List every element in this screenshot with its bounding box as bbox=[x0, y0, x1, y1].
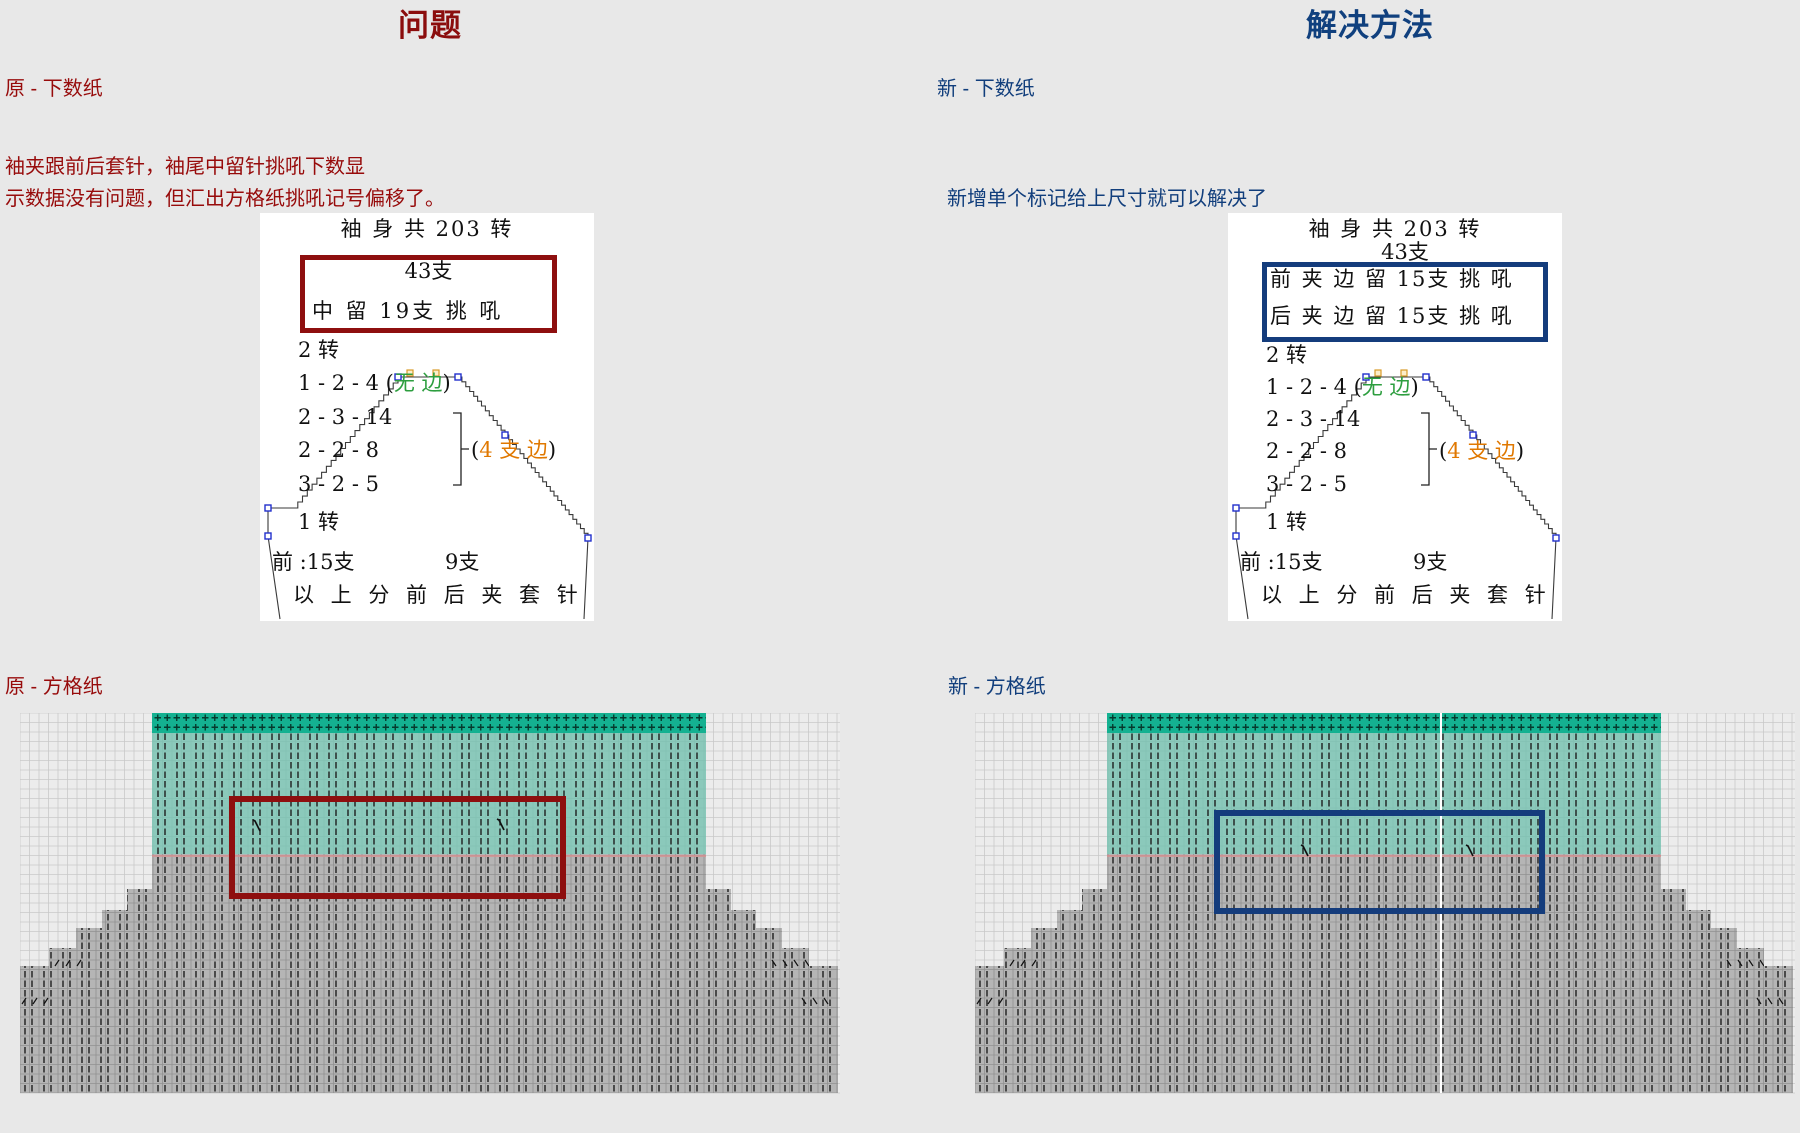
paper-row: 1 转 bbox=[1266, 510, 1308, 534]
paper-box-line: 后 夹 边 留 15支 挑 吼 bbox=[1270, 304, 1514, 328]
paper-row: 2 - 2 - 8 bbox=[1266, 439, 1347, 463]
front-stitches-2: 9支 bbox=[1413, 550, 1448, 574]
paper-row: 3 - 2 - 5 bbox=[1266, 472, 1347, 496]
front-stitches: 前 :15支 bbox=[1240, 550, 1323, 574]
old-grid-chart bbox=[20, 713, 840, 1094]
paper-count: 43支 bbox=[404, 259, 453, 283]
paper-row: 3 - 2 - 5 bbox=[298, 472, 379, 496]
no-edge-label: 无 边 bbox=[1361, 375, 1411, 399]
paper-count: 43支 bbox=[1381, 240, 1429, 264]
paper-header: 袖 身 共 203 转 bbox=[340, 217, 514, 241]
highlight-box-navy bbox=[1262, 262, 1548, 342]
new-knitting-paper-panel: 袖 身 共 203 转 43支 前 夹 边 留 15支 挑 吼 后 夹 边 留 … bbox=[1228, 213, 1562, 621]
paper-footer: 以 上 分 前 后 夹 套 针 bbox=[293, 583, 583, 607]
label-new-paper: 新 - 下数纸 bbox=[937, 78, 1035, 100]
paper-box-line: 前 夹 边 留 15支 挑 吼 bbox=[1270, 267, 1514, 291]
paper-row: 1 - 2 - 4 (无 边) bbox=[298, 371, 451, 395]
paper-header: 袖 身 共 203 转 bbox=[1308, 217, 1482, 241]
sleeve-outline-graphic bbox=[264, 369, 592, 620]
front-stitches: 前 :15支 bbox=[272, 550, 355, 574]
label-old-paper: 原 - 下数纸 bbox=[5, 78, 103, 100]
front-stitches-2: 9支 bbox=[445, 550, 480, 574]
no-edge-label: 无 边 bbox=[393, 371, 443, 395]
paper-row: 2 - 3 - 14 bbox=[298, 405, 393, 429]
edge-count-label: (4 支 边) bbox=[1439, 439, 1525, 463]
solution-desc-line1: 新增单个标记给上尺寸就可以解决了 bbox=[947, 188, 1267, 210]
paper-footer: 以 上 分 前 后 夹 套 针 bbox=[1261, 583, 1551, 607]
paper-row: 2 - 2 - 8 bbox=[298, 438, 379, 462]
problem-title: 问题 bbox=[398, 8, 462, 43]
highlight-box-red bbox=[300, 255, 557, 333]
new-grid-chart bbox=[975, 713, 1795, 1094]
problem-desc-line1: 袖夹跟前后套针，袖尾中留针挑吼下数显 bbox=[5, 156, 365, 178]
old-knitting-paper-panel: 袖 身 共 203 转 43支 中 留 19支 挑 吼 2 转 1 - 2 - … bbox=[260, 213, 594, 621]
paper-row: 1 - 2 - 4 (无 边) bbox=[1266, 375, 1419, 399]
paper-row: 2 转 bbox=[1266, 343, 1308, 367]
paper-row: 2 转 bbox=[298, 338, 340, 362]
label-new-grid: 新 - 方格纸 bbox=[948, 676, 1046, 698]
paper-row: 2 - 3 - 14 bbox=[1266, 407, 1361, 431]
solution-title: 解决方法 bbox=[1306, 8, 1434, 43]
sleeve-outline-graphic bbox=[1232, 369, 1560, 620]
edge-count-label: (4 支 边) bbox=[471, 438, 557, 462]
label-old-grid: 原 - 方格纸 bbox=[5, 676, 103, 698]
problem-desc-line2: 示数据没有问题，但汇出方格纸挑吼记号偏移了。 bbox=[5, 188, 445, 210]
paper-box-line: 中 留 19支 挑 吼 bbox=[312, 299, 504, 323]
paper-row: 1 转 bbox=[298, 510, 340, 534]
